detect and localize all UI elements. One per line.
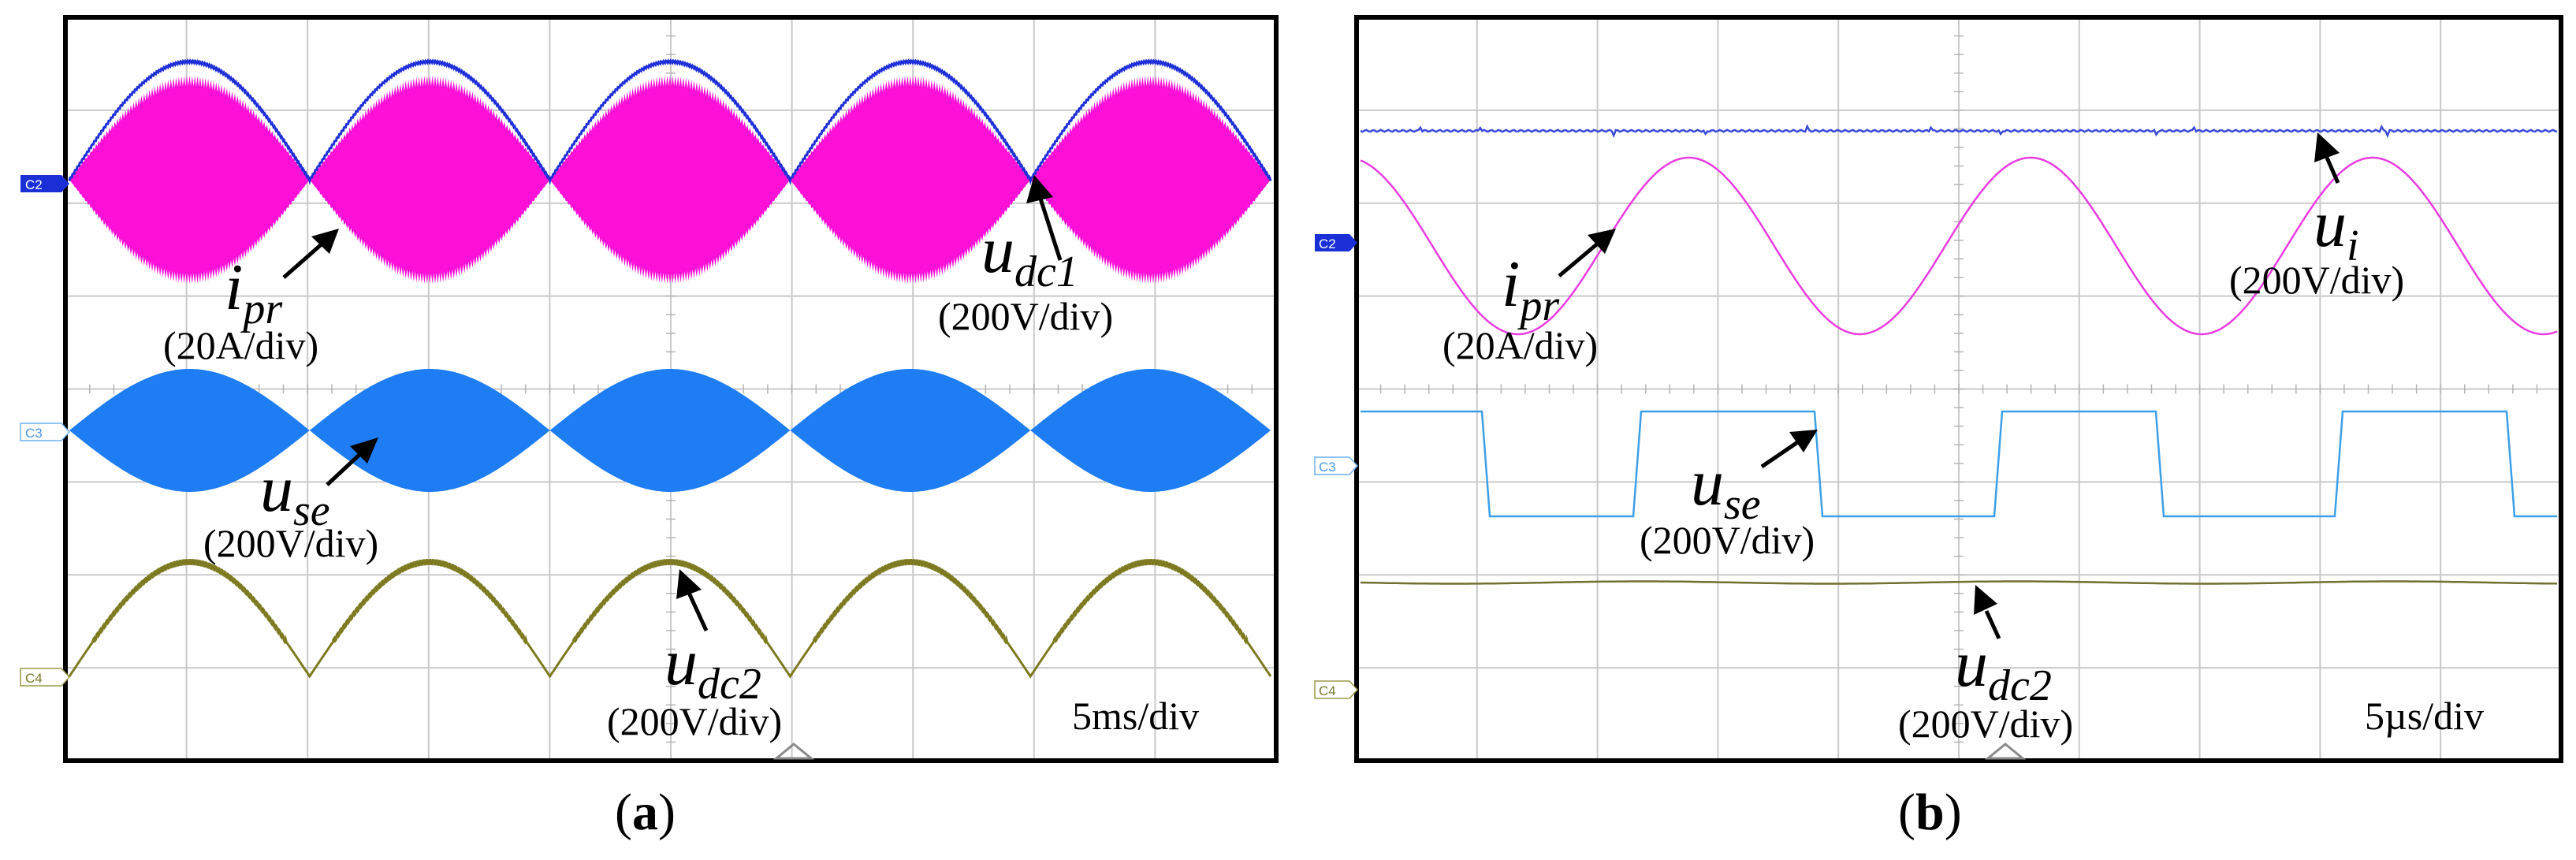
arrow-use-b [1760, 430, 1818, 469]
svg-text:C2: C2 [25, 177, 43, 192]
label-ui-b: ui [2314, 188, 2359, 270]
trace-ipr-a [69, 76, 1271, 284]
channel-marker-c2-a: C2 [20, 175, 69, 192]
channel-marker-c4-b: C4 [1314, 680, 1359, 699]
label-use-a: use [260, 452, 330, 535]
panel-b: C2 C3 C4 ui (200V/div) [1314, 15, 2563, 763]
label-udc1-a: udc1 [981, 214, 1078, 296]
svg-text:C3: C3 [1319, 460, 1336, 475]
arrow-udc2-b [1974, 585, 2001, 640]
channel-marker-c2-b: C2 [1315, 234, 1357, 251]
trace-udc2-b [1360, 580, 2558, 585]
trace-use-b [1361, 410, 2557, 518]
arrow-ipr-a [282, 229, 339, 279]
label-udc2-b: udc2 [1955, 627, 2052, 710]
scale-use-b: (200V/div) [1640, 518, 1815, 562]
scale-ipr-a: (20A/div) [163, 323, 318, 367]
label-ipr-b: ipr [1502, 248, 1559, 330]
label-udc2-a: udc2 [664, 626, 761, 709]
arrow-ui-b [2314, 132, 2340, 184]
traces-b [1360, 124, 2558, 585]
scale-ipr-b: (20A/div) [1442, 323, 1598, 367]
arrow-udc1-a [1026, 175, 1063, 261]
arrow-ipr-b [1558, 229, 1616, 277]
frame-a [63, 15, 1279, 763]
trace-udc2-a [68, 558, 1272, 679]
scale-udc2-b: (200V/div) [1898, 702, 2073, 746]
label-use-b: use [1691, 446, 1761, 529]
panel-a: C2 C3 C4 ipr (20A/div) [20, 15, 1279, 763]
svg-text:C3: C3 [25, 426, 43, 441]
scale-use-a: (200V/div) [203, 521, 378, 565]
traces-a [68, 58, 1272, 679]
arrow-udc2-a [676, 569, 709, 632]
trigger-marker-b [1984, 743, 2027, 760]
timebase-b: 5µs/div [2365, 694, 2484, 738]
svg-text:C4: C4 [25, 671, 43, 686]
trace-udc1-a [68, 58, 1272, 186]
scale-udc1-a: (200V/div) [938, 294, 1113, 338]
frame-b [1354, 15, 2563, 763]
svg-text:C4: C4 [1319, 683, 1336, 698]
timebase-a: 5ms/div [1072, 694, 1199, 738]
scale-ui-b: (200V/div) [2229, 258, 2404, 302]
trigger-marker-a [772, 743, 815, 760]
arrow-use-a [326, 437, 378, 486]
svg-text:C2: C2 [1319, 236, 1336, 251]
trace-ui-b [1360, 124, 2558, 139]
scale-udc2-a: (200V/div) [607, 699, 782, 743]
channel-marker-c3-b: C3 [1314, 456, 1359, 475]
channel-marker-c3-a: C3 [20, 423, 71, 441]
trace-ipr-b [1360, 156, 2558, 336]
caption-a: (a) [615, 784, 676, 841]
trace-use-a [69, 369, 1271, 492]
caption-b: (b) [1898, 784, 1962, 841]
label-ipr-a: ipr [225, 251, 282, 333]
channel-marker-c4-a: C4 [20, 668, 71, 687]
